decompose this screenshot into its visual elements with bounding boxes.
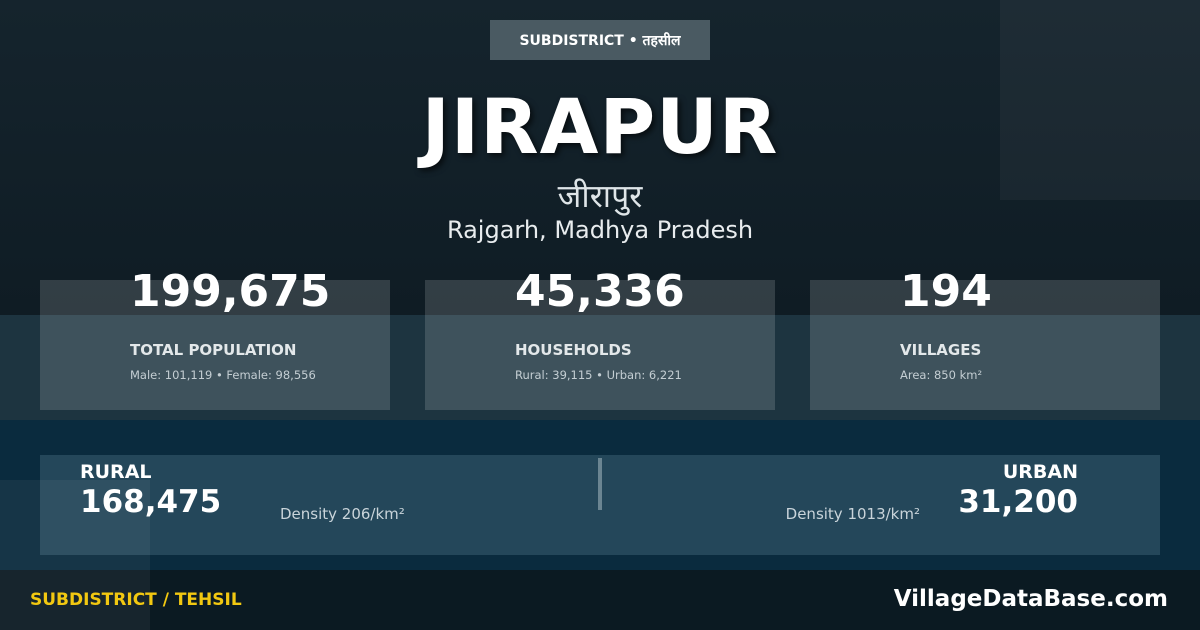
stat-value: 194 bbox=[900, 266, 992, 317]
stat-sub: Area: 850 km² bbox=[900, 368, 983, 382]
stat-value: 45,336 bbox=[515, 266, 685, 317]
rural-density: Density 206/km² bbox=[280, 505, 405, 523]
stat-card-population: 199,675 TOTAL POPULATION Male: 101,119 •… bbox=[40, 266, 390, 410]
rural-value: 168,475 bbox=[80, 484, 222, 520]
footer-bar bbox=[0, 570, 1200, 630]
stat-card-households: 45,336 HOUSEHOLDS Rural: 39,115 • Urban:… bbox=[425, 266, 775, 410]
stat-sub: Rural: 39,115 • Urban: 6,221 bbox=[515, 368, 682, 382]
stat-label: HOUSEHOLDS bbox=[515, 341, 632, 359]
title-hindi: जीरापुर bbox=[557, 177, 643, 215]
stat-label: TOTAL POPULATION bbox=[130, 341, 297, 359]
decorative-square bbox=[0, 480, 150, 630]
stat-card-villages: 194 VILLAGES Area: 850 km² bbox=[810, 266, 1160, 410]
page-title: JIRAPUR bbox=[421, 82, 779, 171]
stats-band bbox=[0, 315, 1200, 420]
urban-label: URBAN bbox=[1002, 461, 1078, 483]
footer-type: SUBDISTRICT / TEHSIL bbox=[30, 590, 242, 610]
rural-label: RURAL bbox=[80, 461, 152, 483]
divider bbox=[598, 458, 602, 510]
decorative-square bbox=[1000, 0, 1200, 200]
stat-value: 199,675 bbox=[130, 266, 331, 317]
location: Rajgarh, Madhya Pradesh bbox=[446, 216, 754, 244]
type-badge: SUBDISTRICT • तहसील bbox=[490, 20, 710, 60]
stat-sub: Male: 101,119 • Female: 98,556 bbox=[130, 368, 316, 382]
urban-density: Density 1013/km² bbox=[785, 505, 920, 523]
brand-link[interactable]: VillageDataBase.com bbox=[893, 586, 1168, 612]
stat-label: VILLAGES bbox=[900, 341, 982, 359]
urban-value: 31,200 bbox=[958, 484, 1078, 520]
